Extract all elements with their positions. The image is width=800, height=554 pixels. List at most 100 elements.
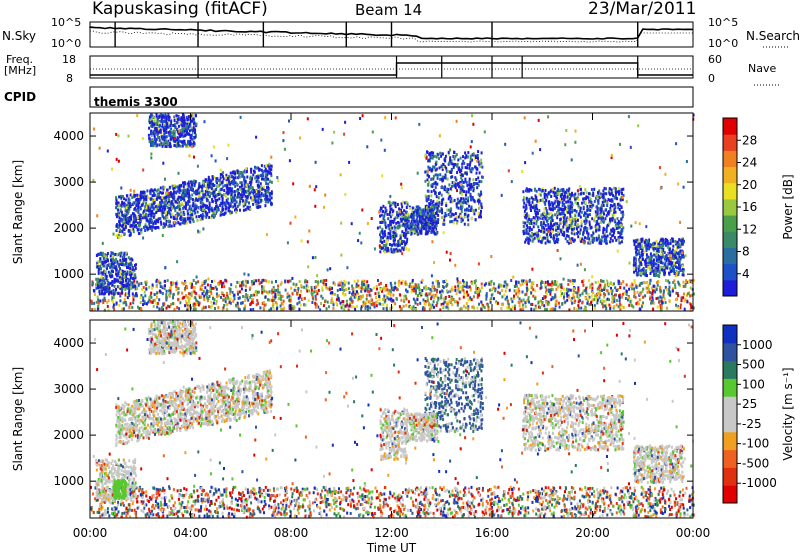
power-cell	[337, 283, 340, 287]
power-cell	[527, 296, 530, 300]
power-cell	[239, 185, 241, 189]
power-cell	[421, 224, 423, 228]
power-cell	[268, 298, 271, 302]
power-cell	[465, 197, 467, 201]
power-cell	[567, 278, 570, 282]
power-cell	[404, 280, 407, 284]
power-cell	[343, 305, 346, 309]
power-cell	[123, 204, 126, 208]
power-cell	[314, 280, 317, 283]
power-cell	[268, 171, 271, 175]
power-cell	[671, 289, 674, 293]
power-cell	[190, 180, 193, 184]
power-cell	[169, 192, 172, 196]
power-cell	[629, 284, 632, 288]
power-cell	[223, 211, 226, 215]
power-cell	[473, 183, 476, 187]
power-cell	[449, 187, 452, 191]
power-cell	[217, 193, 220, 196]
power-cell	[201, 281, 204, 285]
power-cell	[480, 300, 483, 304]
power-cell	[179, 203, 182, 207]
power-cell	[134, 220, 137, 224]
power-cell	[430, 219, 433, 223]
power-cell	[98, 265, 101, 269]
power-cell	[275, 280, 277, 283]
nsky-label: N.Sky	[2, 29, 37, 43]
power-cell	[121, 219, 124, 223]
power-cell	[387, 231, 390, 235]
power-cell	[270, 180, 273, 184]
power-cell	[320, 279, 322, 283]
power-cell	[432, 296, 435, 300]
nsky-line	[89, 26, 694, 40]
power-cell	[574, 290, 577, 294]
power-cell	[247, 207, 250, 211]
power-cell	[424, 218, 427, 222]
power-cell	[280, 302, 283, 305]
power-cell	[365, 300, 368, 304]
power-cell	[438, 281, 440, 285]
power-cell	[154, 221, 157, 225]
power-cell	[442, 162, 445, 166]
power-cell	[119, 284, 121, 288]
power-cell	[344, 293, 347, 297]
power-cell	[689, 308, 692, 312]
power-cell	[183, 213, 186, 216]
power-cell	[639, 292, 641, 296]
power-cell	[430, 289, 433, 293]
power-cell	[480, 215, 482, 219]
power-cell	[103, 254, 106, 258]
power-cell	[118, 213, 121, 217]
power-cell	[233, 197, 235, 201]
power-cell	[573, 307, 576, 310]
power-cell	[163, 133, 166, 137]
power-cell	[165, 124, 168, 128]
power-cell	[464, 171, 467, 175]
power-cell	[204, 184, 207, 188]
power-cell	[113, 259, 116, 263]
power-cell	[430, 213, 433, 217]
power-cell	[115, 233, 118, 237]
power-cell	[469, 154, 472, 158]
power-cell	[257, 195, 260, 199]
power-cell	[432, 199, 435, 203]
power-cell	[457, 206, 460, 210]
power-cell	[461, 188, 464, 192]
power-cell	[177, 291, 180, 295]
power-cell	[452, 165, 455, 169]
power-cell	[501, 295, 504, 299]
power-cell	[134, 286, 137, 290]
power-cell	[160, 204, 163, 208]
power-cell	[394, 205, 397, 209]
power-cell	[338, 298, 341, 302]
power-cell	[236, 190, 239, 194]
power-cell	[332, 303, 335, 307]
power-cell	[169, 145, 172, 149]
power-cell	[434, 163, 437, 166]
power-cell	[471, 167, 474, 171]
power-cell	[416, 302, 419, 306]
power-cell	[652, 298, 654, 302]
power-cell	[464, 201, 467, 205]
power-cell	[133, 213, 136, 217]
power-cell	[155, 113, 158, 117]
power-cell	[601, 288, 603, 292]
power-cell	[537, 300, 540, 304]
freq-tick-bottom: 8	[66, 72, 73, 85]
power-cell	[411, 285, 414, 289]
power-cell	[259, 182, 262, 186]
power-cell	[436, 290, 438, 294]
power-cell	[208, 194, 211, 198]
power-cell	[192, 131, 195, 135]
power-cell	[379, 245, 381, 249]
power-cell	[113, 277, 116, 281]
power-cell	[421, 214, 424, 218]
power-cell	[226, 307, 229, 311]
power-cell	[249, 177, 252, 181]
power-cell	[463, 215, 466, 219]
power-cell	[111, 259, 114, 263]
power-cell	[129, 205, 132, 208]
power-cell	[190, 128, 193, 132]
power-cell	[101, 271, 104, 275]
